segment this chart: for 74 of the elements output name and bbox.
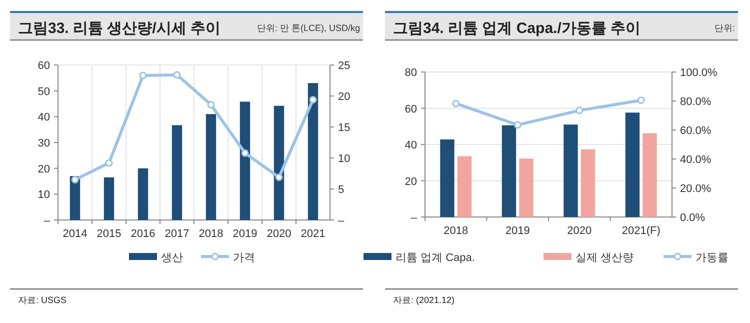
y-tick-label: 20 [404,176,417,188]
bar [104,177,114,220]
bar [625,112,640,217]
point [576,106,584,114]
x-tick-label: 2021 [300,228,326,240]
y-tick-label: 40 [404,140,417,152]
y2-tick-label: 10 [338,153,350,165]
legend-label: 가동률 [696,252,728,264]
bar [642,133,657,217]
x-tick-label: 2016 [130,228,156,240]
text: 자료: USGS [18,295,67,305]
x-tick-label: 2021(F) [622,225,660,237]
legend-label: 가격 [233,252,255,264]
bar [172,125,182,220]
bar [308,83,318,220]
y2-tick-label: 40.0% [680,154,712,166]
chart-subtitle: 단위: 만 톤(LCE), USD/kg [256,23,360,33]
bar [138,168,148,220]
legend-label: 실제 생산량 [576,252,634,264]
point [173,71,181,79]
y-tick-label: 40 [38,112,50,124]
bar [564,124,578,217]
bar [206,114,216,220]
y-tick-label: 10 [38,189,50,202]
chart-title: 그림34. 리튬 업계 Capa./가동률 추이 [393,20,641,37]
x-tick-label: 2020 [567,225,592,237]
y2-tick-label: 15 [338,122,350,134]
y-tick-label: 30 [38,138,50,150]
y2-tick-label: 0.0% [680,212,706,224]
x-tick-label: 2014 [62,228,88,240]
bar [440,139,454,217]
legend-label: 리튬 업계 Capa. [396,252,475,264]
x-tick-label: 2020 [266,228,292,240]
y2-tick-label: 60.0% [680,125,712,137]
y-tick-label: 80 [404,67,417,79]
x-tick-label: 2019 [505,225,530,237]
point [309,96,317,104]
bar [519,158,534,217]
point [105,159,113,167]
x-tick-label: 2015 [96,228,122,240]
point [514,121,522,129]
y2-tick-label: 20.0% [680,183,712,195]
bar [457,156,472,217]
y2-tick-label: 100.0% [680,67,718,79]
point [452,100,460,108]
legend-label: 생산 [161,252,183,264]
bar [502,125,516,217]
bar [274,106,284,220]
x-tick-label: 2017 [164,228,190,240]
y2-tick-label: 5 [338,184,344,196]
y-tick-label: 50 [38,86,50,98]
y-tick-label: 60 [38,60,50,72]
y2-tick-label: 25 [338,60,350,72]
bar [240,102,250,220]
chart-title: 그림33. 리튬 생산량/시세 추이 [18,20,221,37]
y-tick-label: – [410,212,418,224]
y-tick-label: 60 [404,103,417,116]
y-tick-label: – [44,215,51,227]
y2-tick-label: – [338,215,345,227]
point [71,176,79,184]
x-tick-label: 2019 [232,228,258,240]
y2-tick-label: 80.0% [680,96,712,108]
x-tick-label: 2018 [198,228,224,240]
point [139,72,147,80]
bar [580,149,596,217]
text: 자료: (2021.12) [393,295,455,305]
point [207,100,215,108]
point [241,149,249,157]
x-tick-label: 2018 [444,225,468,237]
y-tick-label: 20 [38,163,50,176]
point [275,173,283,181]
text: 단위: [714,23,735,33]
point [637,96,645,104]
y2-tick-label: 20 [338,91,350,103]
